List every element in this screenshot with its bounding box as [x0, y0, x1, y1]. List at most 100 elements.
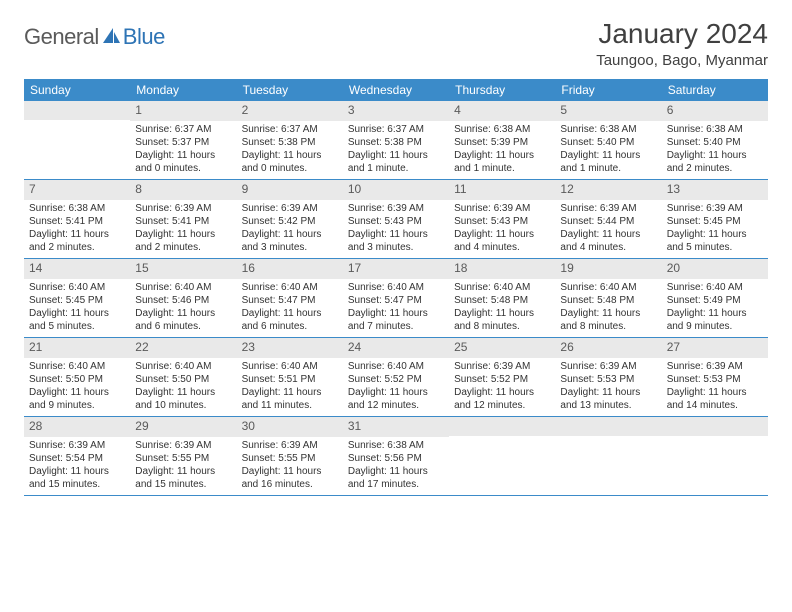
- sunrise-text: Sunrise: 6:37 AM: [242, 123, 338, 136]
- day-number: 6: [662, 101, 768, 121]
- sail-icon: [101, 26, 121, 51]
- day-cell: 10Sunrise: 6:39 AMSunset: 5:43 PMDayligh…: [343, 180, 449, 258]
- daylight-text: Daylight: 11 hours and 2 minutes.: [135, 228, 231, 254]
- sunset-text: Sunset: 5:41 PM: [29, 215, 125, 228]
- daylight-text: Daylight: 11 hours and 1 minute.: [348, 149, 444, 175]
- day-cell: 18Sunrise: 6:40 AMSunset: 5:48 PMDayligh…: [449, 259, 555, 337]
- sunrise-text: Sunrise: 6:40 AM: [454, 281, 550, 294]
- day-cell: 4Sunrise: 6:38 AMSunset: 5:39 PMDaylight…: [449, 101, 555, 179]
- day-cell: 22Sunrise: 6:40 AMSunset: 5:50 PMDayligh…: [130, 338, 236, 416]
- sunset-text: Sunset: 5:48 PM: [454, 294, 550, 307]
- sunset-text: Sunset: 5:47 PM: [242, 294, 338, 307]
- sunset-text: Sunset: 5:38 PM: [242, 136, 338, 149]
- day-cell: 28Sunrise: 6:39 AMSunset: 5:54 PMDayligh…: [24, 417, 130, 495]
- sunrise-text: Sunrise: 6:39 AM: [454, 202, 550, 215]
- sunset-text: Sunset: 5:40 PM: [667, 136, 763, 149]
- daylight-text: Daylight: 11 hours and 9 minutes.: [667, 307, 763, 333]
- day-body: Sunrise: 6:39 AMSunset: 5:41 PMDaylight:…: [130, 200, 236, 258]
- day-body: Sunrise: 6:40 AMSunset: 5:51 PMDaylight:…: [237, 358, 343, 416]
- sunrise-text: Sunrise: 6:40 AM: [348, 281, 444, 294]
- day-body: Sunrise: 6:38 AMSunset: 5:40 PMDaylight:…: [555, 121, 661, 179]
- weekday-header: Wednesday: [343, 79, 449, 101]
- daylight-text: Daylight: 11 hours and 13 minutes.: [560, 386, 656, 412]
- daylight-text: Daylight: 11 hours and 15 minutes.: [135, 465, 231, 491]
- sunrise-text: Sunrise: 6:39 AM: [454, 360, 550, 373]
- day-number: 24: [343, 338, 449, 358]
- day-cell: 29Sunrise: 6:39 AMSunset: 5:55 PMDayligh…: [130, 417, 236, 495]
- sunset-text: Sunset: 5:42 PM: [242, 215, 338, 228]
- day-body: Sunrise: 6:39 AMSunset: 5:53 PMDaylight:…: [662, 358, 768, 416]
- day-number: 18: [449, 259, 555, 279]
- sunset-text: Sunset: 5:45 PM: [29, 294, 125, 307]
- day-body: Sunrise: 6:39 AMSunset: 5:52 PMDaylight:…: [449, 358, 555, 416]
- sunrise-text: Sunrise: 6:38 AM: [560, 123, 656, 136]
- logo: General Blue: [24, 18, 165, 50]
- location-text: Taungoo, Bago, Myanmar: [596, 52, 768, 69]
- sunset-text: Sunset: 5:48 PM: [560, 294, 656, 307]
- day-number: 8: [130, 180, 236, 200]
- sunrise-text: Sunrise: 6:39 AM: [29, 439, 125, 452]
- day-body: Sunrise: 6:38 AMSunset: 5:56 PMDaylight:…: [343, 437, 449, 495]
- day-number: 10: [343, 180, 449, 200]
- weekday-header: Tuesday: [237, 79, 343, 101]
- day-cell: 9Sunrise: 6:39 AMSunset: 5:42 PMDaylight…: [237, 180, 343, 258]
- sunrise-text: Sunrise: 6:40 AM: [667, 281, 763, 294]
- day-number: 29: [130, 417, 236, 437]
- sunset-text: Sunset: 5:55 PM: [242, 452, 338, 465]
- daylight-text: Daylight: 11 hours and 7 minutes.: [348, 307, 444, 333]
- sunset-text: Sunset: 5:56 PM: [348, 452, 444, 465]
- sunrise-text: Sunrise: 6:39 AM: [242, 439, 338, 452]
- day-body: Sunrise: 6:39 AMSunset: 5:54 PMDaylight:…: [24, 437, 130, 495]
- sunrise-text: Sunrise: 6:39 AM: [135, 202, 231, 215]
- sunrise-text: Sunrise: 6:40 AM: [242, 281, 338, 294]
- sunset-text: Sunset: 5:52 PM: [454, 373, 550, 386]
- daylight-text: Daylight: 11 hours and 11 minutes.: [242, 386, 338, 412]
- day-body: Sunrise: 6:39 AMSunset: 5:55 PMDaylight:…: [130, 437, 236, 495]
- sunrise-text: Sunrise: 6:38 AM: [454, 123, 550, 136]
- day-number: 12: [555, 180, 661, 200]
- day-number: 2: [237, 101, 343, 121]
- day-body: Sunrise: 6:40 AMSunset: 5:50 PMDaylight:…: [130, 358, 236, 416]
- weekday-header: Saturday: [662, 79, 768, 101]
- day-number: 15: [130, 259, 236, 279]
- day-number: 31: [343, 417, 449, 437]
- day-cell: 31Sunrise: 6:38 AMSunset: 5:56 PMDayligh…: [343, 417, 449, 495]
- day-number: 26: [555, 338, 661, 358]
- sunset-text: Sunset: 5:53 PM: [667, 373, 763, 386]
- daylight-text: Daylight: 11 hours and 1 minute.: [560, 149, 656, 175]
- day-body: Sunrise: 6:39 AMSunset: 5:55 PMDaylight:…: [237, 437, 343, 495]
- sunset-text: Sunset: 5:39 PM: [454, 136, 550, 149]
- sunrise-text: Sunrise: 6:40 AM: [29, 360, 125, 373]
- day-cell: 27Sunrise: 6:39 AMSunset: 5:53 PMDayligh…: [662, 338, 768, 416]
- day-cell: 8Sunrise: 6:39 AMSunset: 5:41 PMDaylight…: [130, 180, 236, 258]
- day-cell: 23Sunrise: 6:40 AMSunset: 5:51 PMDayligh…: [237, 338, 343, 416]
- day-cell: 15Sunrise: 6:40 AMSunset: 5:46 PMDayligh…: [130, 259, 236, 337]
- daylight-text: Daylight: 11 hours and 16 minutes.: [242, 465, 338, 491]
- day-number-empty: [662, 417, 768, 436]
- day-cell: 26Sunrise: 6:39 AMSunset: 5:53 PMDayligh…: [555, 338, 661, 416]
- day-cell: 25Sunrise: 6:39 AMSunset: 5:52 PMDayligh…: [449, 338, 555, 416]
- day-cell: 19Sunrise: 6:40 AMSunset: 5:48 PMDayligh…: [555, 259, 661, 337]
- title-block: January 2024 Taungoo, Bago, Myanmar: [596, 18, 768, 69]
- day-body: Sunrise: 6:40 AMSunset: 5:47 PMDaylight:…: [343, 279, 449, 337]
- sunrise-text: Sunrise: 6:37 AM: [135, 123, 231, 136]
- sunrise-text: Sunrise: 6:39 AM: [560, 360, 656, 373]
- day-cell: 3Sunrise: 6:37 AMSunset: 5:38 PMDaylight…: [343, 101, 449, 179]
- sunset-text: Sunset: 5:38 PM: [348, 136, 444, 149]
- sunrise-text: Sunrise: 6:39 AM: [560, 202, 656, 215]
- day-body: Sunrise: 6:40 AMSunset: 5:48 PMDaylight:…: [449, 279, 555, 337]
- weekday-header: Thursday: [449, 79, 555, 101]
- day-body: Sunrise: 6:39 AMSunset: 5:45 PMDaylight:…: [662, 200, 768, 258]
- sunrise-text: Sunrise: 6:38 AM: [348, 439, 444, 452]
- sunset-text: Sunset: 5:43 PM: [348, 215, 444, 228]
- sunrise-text: Sunrise: 6:39 AM: [242, 202, 338, 215]
- sunrise-text: Sunrise: 6:39 AM: [667, 202, 763, 215]
- sunset-text: Sunset: 5:40 PM: [560, 136, 656, 149]
- daylight-text: Daylight: 11 hours and 0 minutes.: [135, 149, 231, 175]
- sunset-text: Sunset: 5:43 PM: [454, 215, 550, 228]
- day-body: Sunrise: 6:40 AMSunset: 5:47 PMDaylight:…: [237, 279, 343, 337]
- day-body: Sunrise: 6:39 AMSunset: 5:42 PMDaylight:…: [237, 200, 343, 258]
- sunset-text: Sunset: 5:47 PM: [348, 294, 444, 307]
- daylight-text: Daylight: 11 hours and 15 minutes.: [29, 465, 125, 491]
- calendar-grid: SundayMondayTuesdayWednesdayThursdayFrid…: [24, 79, 768, 496]
